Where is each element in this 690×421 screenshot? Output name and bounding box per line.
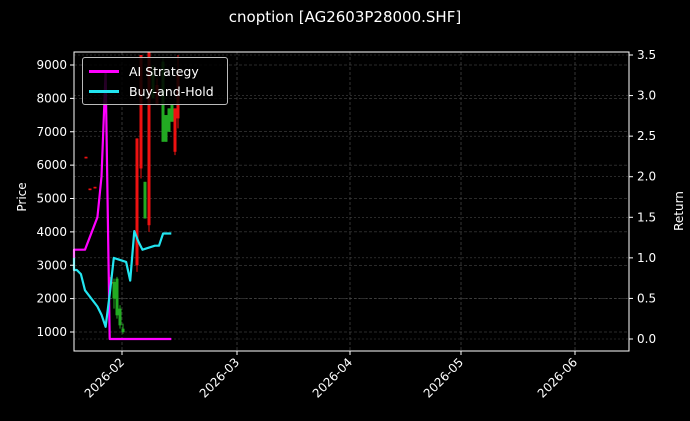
legend-label: Buy-and-Hold <box>129 83 214 99</box>
y-tick-label: 8000 <box>36 91 67 105</box>
legend-swatch-cyan <box>89 89 119 93</box>
candle-body <box>88 188 92 191</box>
candle-body <box>84 156 88 159</box>
y-tick-label: 9000 <box>36 58 67 72</box>
x-tick-label: 2026-02 <box>82 355 127 400</box>
y-tick-label: 6000 <box>36 158 67 172</box>
y2-tick-label: 0.5 <box>637 291 656 305</box>
y2-tick-label: 2.0 <box>637 170 656 184</box>
candle-body <box>170 105 174 122</box>
candle-body <box>167 108 171 132</box>
candle-body <box>118 308 122 326</box>
plot-frame <box>73 51 630 352</box>
legend-swatch-magenta <box>89 69 119 73</box>
line-buy-and-hold <box>72 230 172 328</box>
y2-tick-label: 2.5 <box>637 129 656 143</box>
candle-body <box>121 328 125 332</box>
grid-lines <box>74 52 629 351</box>
y2-tick-label: 3.0 <box>637 89 656 103</box>
candle-body <box>147 51 151 226</box>
x-tick-label: 2026-03 <box>197 355 242 400</box>
legend-item-ai-strategy: AI Strategy <box>89 62 199 80</box>
y2-tick-label: 3.5 <box>637 48 656 62</box>
candle-body <box>143 181 147 219</box>
candle-body <box>115 278 119 316</box>
candle-body <box>164 115 168 142</box>
y-tick-label: 1000 <box>36 325 67 339</box>
y-tick-label: 4000 <box>36 225 67 239</box>
legend-item-buy-and-hold: Buy-and-Hold <box>89 82 214 100</box>
line-series <box>72 70 172 341</box>
legend: AI Strategy Buy-and-Hold <box>82 57 228 105</box>
x-tick-label: 2026-06 <box>535 355 580 400</box>
x-tick-label: 2026-05 <box>421 355 466 400</box>
candle-body <box>173 108 177 152</box>
line-ai-strategy <box>72 70 172 341</box>
candle-body <box>135 138 139 266</box>
chart-title: cnoption [AG2603P28000.SHF] <box>228 8 462 26</box>
y-tick-label: 3000 <box>36 258 67 272</box>
legend-label: AI Strategy <box>129 63 199 79</box>
candle-body <box>139 54 143 169</box>
candlestick-series <box>84 51 180 334</box>
x-tick-label: 2026-04 <box>310 355 355 400</box>
y-tick-label: 7000 <box>36 125 67 139</box>
y-tick-label: 5000 <box>36 192 67 206</box>
y2-tick-label: 1.0 <box>637 251 656 265</box>
y-tick-label: 2000 <box>36 292 67 306</box>
y2-tick-label: 1.5 <box>637 210 656 224</box>
candle-body <box>112 281 116 299</box>
y2-tick-label: 0.0 <box>637 332 656 346</box>
candle-body <box>93 186 97 189</box>
